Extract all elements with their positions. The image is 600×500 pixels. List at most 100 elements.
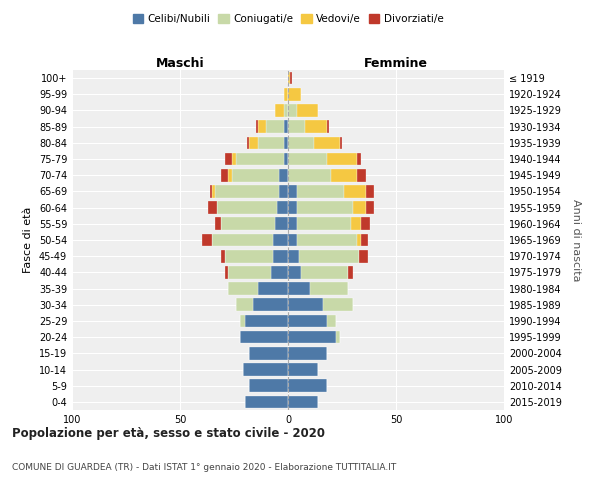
Bar [335, 331, 340, 344]
Bar [273, 250, 288, 262]
Bar [245, 314, 288, 328]
Bar [327, 120, 329, 133]
Bar [284, 104, 288, 117]
Bar [226, 152, 232, 166]
Bar [296, 202, 353, 214]
Bar [288, 380, 327, 392]
Bar [245, 396, 288, 408]
Bar [275, 218, 288, 230]
Bar [275, 104, 284, 117]
Bar [258, 136, 284, 149]
Bar [327, 314, 335, 328]
Bar [288, 347, 327, 360]
Bar [290, 72, 292, 85]
Bar [359, 250, 368, 262]
Bar [353, 202, 366, 214]
Bar [227, 266, 271, 278]
Bar [236, 298, 253, 311]
Bar [301, 266, 349, 278]
Bar [288, 234, 296, 246]
Bar [217, 202, 277, 214]
Bar [215, 185, 280, 198]
Bar [299, 250, 359, 262]
Bar [288, 331, 335, 344]
Bar [242, 363, 288, 376]
Bar [288, 266, 301, 278]
Bar [361, 234, 368, 246]
Bar [350, 218, 361, 230]
Bar [271, 266, 288, 278]
Bar [247, 136, 249, 149]
Bar [296, 218, 350, 230]
Bar [288, 88, 301, 101]
Bar [288, 363, 318, 376]
Bar [331, 169, 357, 181]
Bar [296, 104, 318, 117]
Bar [249, 380, 288, 392]
Text: COMUNE DI GUARDEA (TR) - Dati ISTAT 1° gennaio 2020 - Elaborazione TUTTITALIA.IT: COMUNE DI GUARDEA (TR) - Dati ISTAT 1° g… [12, 462, 396, 471]
Bar [288, 218, 296, 230]
Bar [284, 88, 288, 101]
Bar [241, 314, 245, 328]
Bar [253, 298, 288, 311]
Bar [296, 234, 357, 246]
Bar [361, 218, 370, 230]
Bar [256, 120, 258, 133]
Bar [212, 185, 215, 198]
Bar [288, 314, 327, 328]
Bar [314, 136, 340, 149]
Bar [288, 298, 323, 311]
Bar [366, 202, 374, 214]
Bar [340, 136, 342, 149]
Bar [357, 169, 366, 181]
Bar [344, 185, 366, 198]
Bar [266, 120, 284, 133]
Bar [210, 185, 212, 198]
Legend: Celibi/Nubili, Coniugati/e, Vedovi/e, Divorziati/e: Celibi/Nubili, Coniugati/e, Vedovi/e, Di… [128, 10, 448, 29]
Bar [227, 282, 258, 295]
Bar [327, 152, 357, 166]
Bar [366, 185, 374, 198]
Bar [288, 104, 296, 117]
Bar [284, 152, 288, 166]
Bar [349, 266, 353, 278]
Bar [288, 202, 296, 214]
Bar [357, 152, 361, 166]
Bar [310, 282, 349, 295]
Bar [249, 347, 288, 360]
Text: Femmine: Femmine [364, 57, 428, 70]
Bar [277, 202, 288, 214]
Bar [258, 120, 266, 133]
Bar [226, 250, 273, 262]
Bar [288, 169, 331, 181]
Bar [288, 152, 327, 166]
Bar [249, 136, 258, 149]
Bar [241, 331, 288, 344]
Bar [212, 234, 273, 246]
Bar [284, 136, 288, 149]
Bar [288, 282, 310, 295]
Y-axis label: Anni di nascita: Anni di nascita [571, 198, 581, 281]
Bar [288, 72, 290, 85]
Bar [280, 185, 288, 198]
Bar [232, 169, 280, 181]
Bar [258, 282, 288, 295]
Bar [296, 185, 344, 198]
Bar [232, 152, 236, 166]
Bar [202, 234, 212, 246]
Y-axis label: Fasce di età: Fasce di età [23, 207, 33, 273]
Bar [323, 298, 353, 311]
Bar [208, 202, 217, 214]
Bar [288, 120, 305, 133]
Bar [221, 218, 275, 230]
Bar [305, 120, 327, 133]
Bar [215, 218, 221, 230]
Bar [284, 120, 288, 133]
Bar [288, 250, 299, 262]
Bar [226, 266, 227, 278]
Text: Maschi: Maschi [155, 57, 205, 70]
Bar [236, 152, 284, 166]
Bar [227, 169, 232, 181]
Bar [280, 169, 288, 181]
Bar [288, 136, 314, 149]
